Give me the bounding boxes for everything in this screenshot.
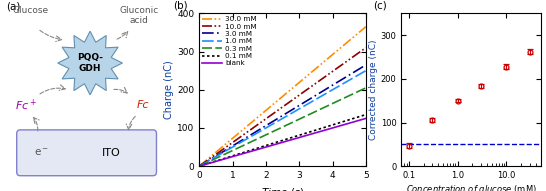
30.0 mM [363, 26, 369, 28]
blank [196, 165, 203, 167]
0.1 mM [197, 165, 203, 167]
0.1 mM [298, 134, 305, 136]
0.1 mM [336, 121, 343, 124]
0.3 mM [196, 165, 203, 167]
blank [298, 136, 305, 138]
10.0 mM [298, 93, 305, 95]
Text: (a): (a) [6, 2, 21, 12]
0.1 mM [295, 134, 301, 137]
Y-axis label: Charge (nC): Charge (nC) [164, 60, 174, 119]
Text: Gluconic
acid: Gluconic acid [120, 6, 159, 25]
30.0 mM [197, 165, 203, 167]
30.0 mM [196, 165, 203, 167]
Legend: 30.0 mM, 10.0 mM, 3.0 mM, 1.0 mM, 0.3 mM, 0.1 mM, blank: 30.0 mM, 10.0 mM, 3.0 mM, 1.0 mM, 0.3 mM… [201, 15, 258, 67]
1.0 mM [295, 108, 302, 110]
3.0 mM [196, 165, 203, 167]
X-axis label: $\it{Concentration\ of\ glucose}$ (mM): $\it{Concentration\ of\ glucose}$ (mM) [406, 183, 536, 191]
blank [363, 117, 369, 120]
0.1 mM [196, 165, 203, 167]
3.0 mM [363, 64, 369, 66]
0.1 mM [363, 113, 369, 116]
X-axis label: $\it{Time}$ (s): $\it{Time}$ (s) [261, 186, 304, 191]
10.0 mM [295, 95, 302, 97]
blank [336, 125, 343, 127]
1.0 mM [298, 107, 305, 109]
blank [295, 137, 302, 139]
0.3 mM [295, 119, 301, 121]
3.0 mM [347, 73, 353, 76]
0.1 mM [347, 118, 353, 121]
30.0 mM [295, 83, 301, 85]
0.3 mM [298, 117, 305, 119]
Text: Fc$^+$: Fc$^+$ [15, 97, 37, 113]
Y-axis label: Corrected charge (nC): Corrected charge (nC) [369, 40, 378, 140]
30.0 mM [295, 82, 302, 84]
Line: blank: blank [199, 118, 366, 166]
0.1 mM [295, 134, 302, 137]
10.0 mM [197, 165, 203, 167]
1.0 mM [336, 85, 343, 87]
3.0 mM [298, 103, 305, 105]
0.3 mM [197, 165, 203, 167]
Text: PQQ-
GDH: PQQ- GDH [77, 53, 103, 73]
1.0 mM [295, 108, 301, 111]
FancyBboxPatch shape [17, 130, 157, 176]
Line: 0.3 mM: 0.3 mM [199, 88, 366, 166]
10.0 mM [363, 47, 369, 49]
Polygon shape [58, 31, 122, 95]
0.3 mM [295, 118, 302, 121]
1.0 mM [347, 79, 353, 81]
1.0 mM [363, 70, 369, 72]
blank [347, 122, 353, 124]
Line: 0.1 mM: 0.1 mM [199, 115, 366, 166]
10.0 mM [336, 65, 343, 67]
3.0 mM [336, 80, 343, 82]
Text: Glucose: Glucose [13, 6, 49, 15]
30.0 mM [298, 80, 305, 82]
blank [197, 165, 203, 167]
Line: 30.0 mM: 30.0 mM [199, 27, 366, 166]
3.0 mM [295, 105, 301, 107]
Line: 3.0 mM: 3.0 mM [199, 65, 366, 166]
Text: (b): (b) [173, 0, 187, 10]
10.0 mM [347, 58, 353, 60]
10.0 mM [295, 95, 301, 97]
1.0 mM [196, 165, 203, 167]
0.3 mM [347, 94, 353, 96]
30.0 mM [336, 48, 343, 50]
Text: e$^-$: e$^-$ [33, 147, 49, 158]
Line: 1.0 mM: 1.0 mM [199, 71, 366, 166]
Text: Fc: Fc [136, 100, 149, 110]
Line: 10.0 mM: 10.0 mM [199, 48, 366, 166]
0.3 mM [363, 87, 369, 89]
10.0 mM [196, 165, 203, 167]
3.0 mM [295, 105, 302, 107]
Text: (c): (c) [373, 0, 387, 10]
Text: ITO: ITO [102, 148, 121, 158]
3.0 mM [197, 165, 203, 167]
30.0 mM [347, 39, 353, 41]
0.3 mM [336, 99, 343, 101]
blank [295, 137, 301, 139]
1.0 mM [197, 165, 203, 167]
